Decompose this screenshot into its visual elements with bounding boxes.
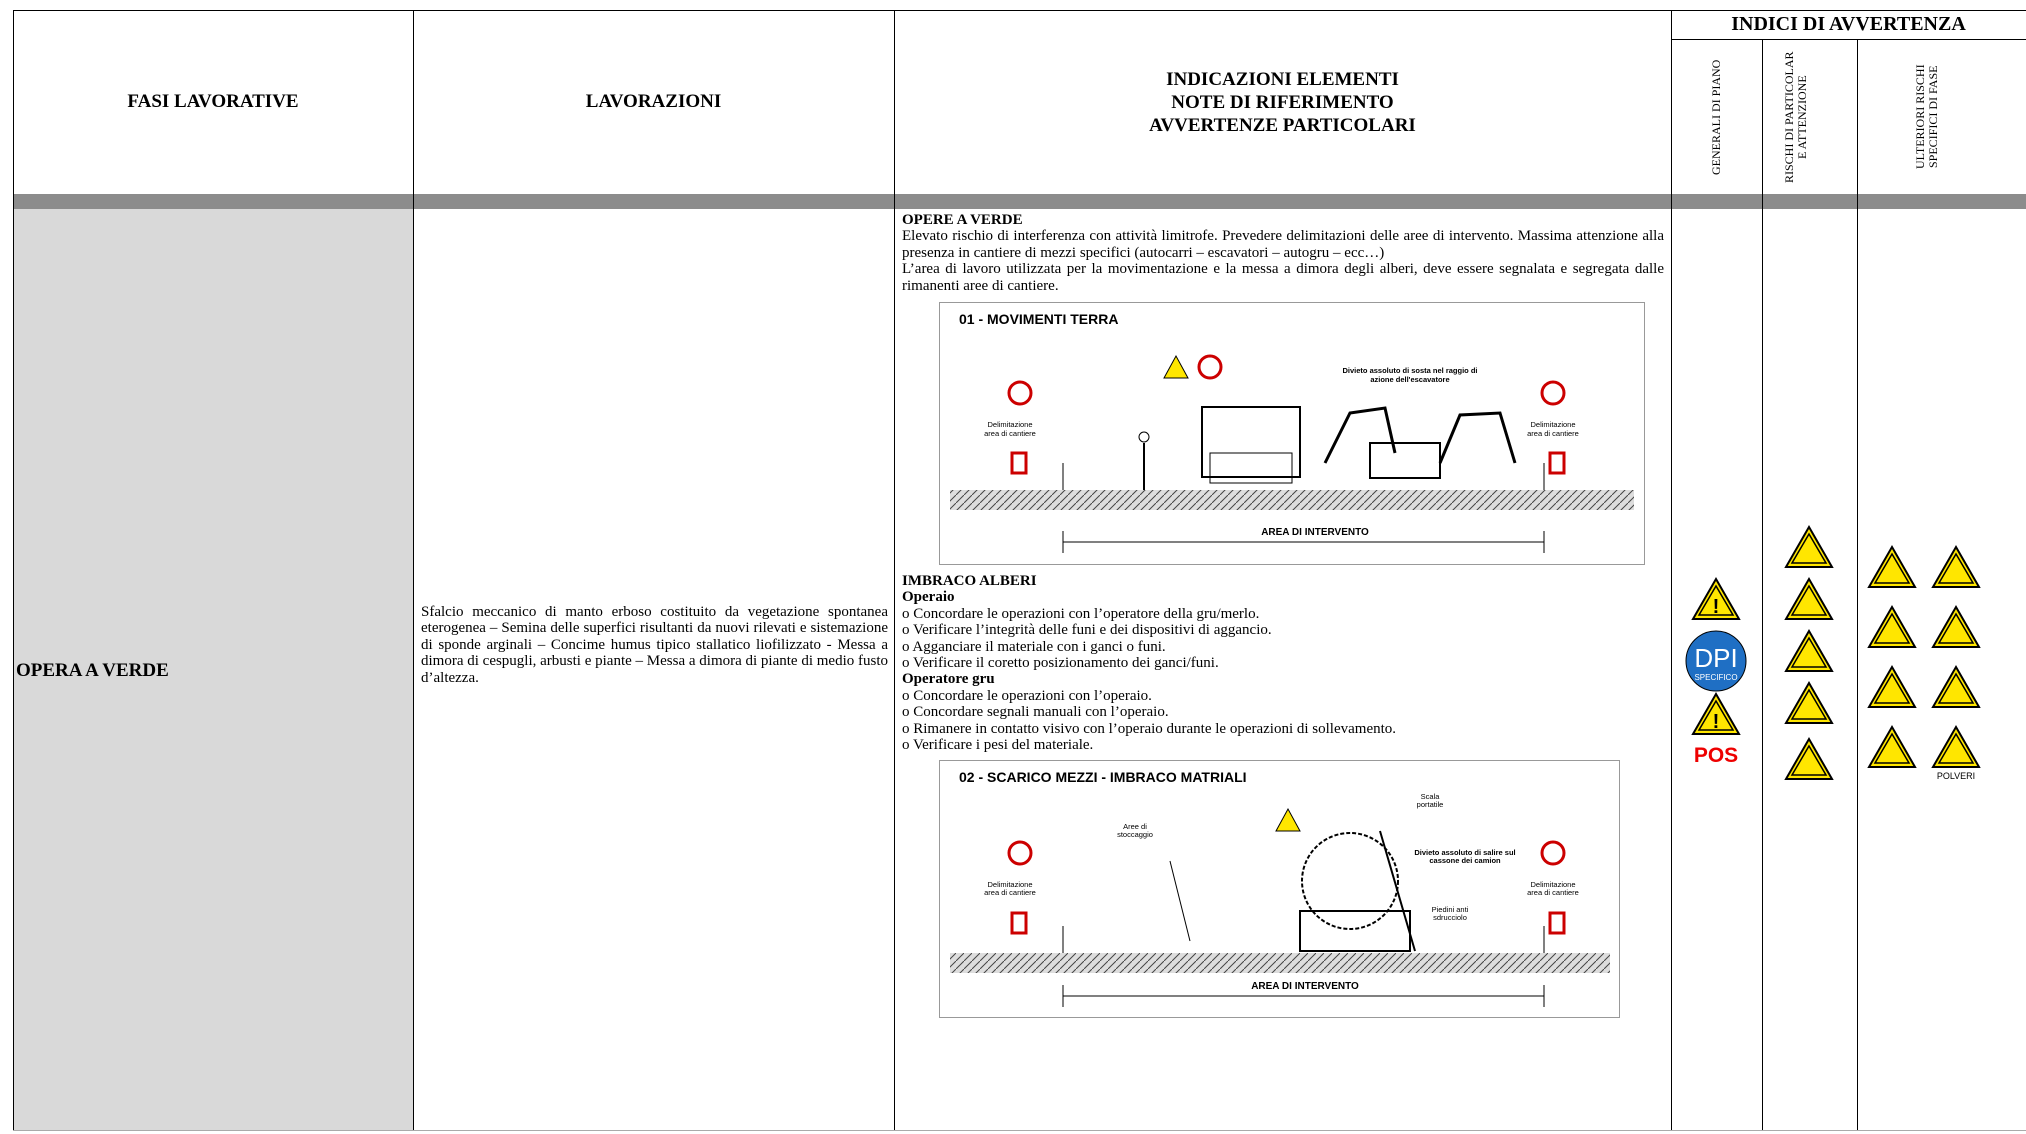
rule	[13, 10, 14, 1130]
rule	[413, 10, 414, 1130]
group-heading: Operatore gru	[902, 671, 995, 688]
rule	[1857, 39, 1858, 1130]
header-fasi: FASI LAVORATIVE	[127, 91, 299, 112]
rule	[894, 10, 895, 1130]
figure-label: AREA DI INTERVENTO	[1261, 527, 1369, 539]
paragraph: Elevato rischio di interferenza con atti…	[902, 228, 1664, 261]
section-title: OPERE A VERDE	[902, 212, 1023, 228]
figure-label: Delimitazione area di cantiere	[1527, 879, 1579, 897]
list-item: o Concordare le operazioni con l’operaio…	[902, 687, 1152, 704]
list-item: o Verificare i pesi del materiale.	[902, 737, 1094, 754]
dpi-sub: SPECIFICO	[1694, 673, 1737, 682]
figure-label: Delimitazione area di cantiere	[984, 420, 1036, 438]
figure-title: 02 - SCARICO MEZZI - IMBRACO MATRIALI	[959, 768, 1247, 785]
figure-label: Piedini anti sdrucciolo	[1431, 904, 1469, 922]
indicazioni-cell: OPERE A VERDE Elevato rischio di interfe…	[902, 212, 1664, 1026]
group-heading: Operaio	[902, 589, 955, 606]
header-lavorazioni: LAVORAZIONI	[585, 91, 722, 112]
ground	[950, 490, 1634, 511]
list-item: o Concordare le operazioni con l’operato…	[902, 605, 1260, 622]
icons: ! DPI SPECIFICO ! POS POLVERI	[1685, 526, 1980, 781]
list-item: o Verificare il coretto posizionamento d…	[902, 655, 1219, 672]
list-item: o Rimanere in contatto visivo con l’oper…	[902, 720, 1397, 737]
list-item: o Agganciare il materiale con i ganci o …	[902, 638, 1166, 655]
figure-label: Delimitazione area di cantiere	[984, 879, 1036, 897]
paragraph: L’area di lavoro utilizzata per la movim…	[902, 261, 1664, 294]
fase-cell	[13, 209, 413, 1130]
list-item: o Verificare l’integrità delle funi e de…	[902, 622, 1272, 639]
header-line: NOTE DI RIFERIMENTO	[1171, 91, 1394, 113]
figure-label: Divieto assoluto di salire sul cassone d…	[1414, 847, 1516, 865]
rule	[13, 1130, 2026, 1131]
dpi-label: DPI	[1694, 643, 1737, 673]
lavorazioni-cell: Sfalcio meccanico di manto erboso costit…	[421, 604, 888, 686]
header-indicazioni: INDICAZIONI ELEMENTI NOTE DI RIFERIMENTO…	[894, 10, 1671, 194]
figure: 01 - MOVIMENTI TERRA Divieto assoluto di…	[939, 302, 1645, 566]
sub-header-text: GENERALI DI PIANO	[1709, 58, 1723, 175]
sub-header: ULTERIORI RISCHI SPECIFICI DI FASE	[1857, 39, 2026, 194]
figure: 02 - SCARICO MEZZI - IMBRACO MATRIALI Sc…	[939, 759, 1620, 1018]
lavorazioni-text: Sfalcio meccanico di manto erboso costit…	[421, 604, 888, 686]
figure-label: Delimitazione area di cantiere	[1527, 420, 1579, 438]
sub-header-text: ULTERIORI RISCHI SPECIFICI DI FASE	[1912, 64, 1940, 169]
figure-label: Divieto assoluto di sosta nel raggio di …	[1342, 366, 1478, 384]
figure-title: 01 - MOVIMENTI TERRA	[959, 311, 1119, 328]
fase-label: OPERA A VERDE	[16, 660, 169, 681]
figure-drawing	[950, 354, 1634, 554]
svg-text:!: !	[1713, 711, 1720, 733]
polveri-label: POLVERI	[1937, 771, 1975, 781]
svg-text:!: !	[1713, 596, 1720, 618]
header-line: INDICAZIONI ELEMENTI	[1166, 68, 1399, 90]
figure-label: AREA DI INTERVENTO	[1251, 980, 1359, 992]
header-indici: INDICI DI AVVERTENZA	[1731, 13, 1966, 35]
header-line: AVVERTENZE PARTICOLARI	[1149, 114, 1416, 136]
band	[13, 194, 2026, 209]
rule	[13, 10, 2026, 11]
list-item: o Concordare segnali manuali con l’opera…	[902, 704, 1169, 721]
ground	[950, 952, 1610, 973]
section-title: IMBRACO ALBERI	[902, 573, 1037, 590]
groups: Operaio o Concordare le operazioni con l’…	[902, 589, 1664, 753]
figure-drawing	[950, 807, 1610, 1007]
rule	[1671, 39, 2026, 40]
sub-header-text: RISCHI DI PARTICOLAR E ATTENZIONE	[1781, 50, 1809, 183]
sub-header: RISCHI DI PARTICOLAR E ATTENZIONE	[1762, 39, 1857, 194]
figure-label: Scala portatile	[1416, 791, 1444, 809]
figure-label: Aree di stoccaggio	[1117, 821, 1153, 839]
rule	[1762, 39, 1763, 1130]
rule	[1671, 10, 1672, 1130]
pos-label: POS	[1694, 744, 1738, 767]
sub-header: GENERALI DI PIANO	[1671, 39, 1762, 194]
